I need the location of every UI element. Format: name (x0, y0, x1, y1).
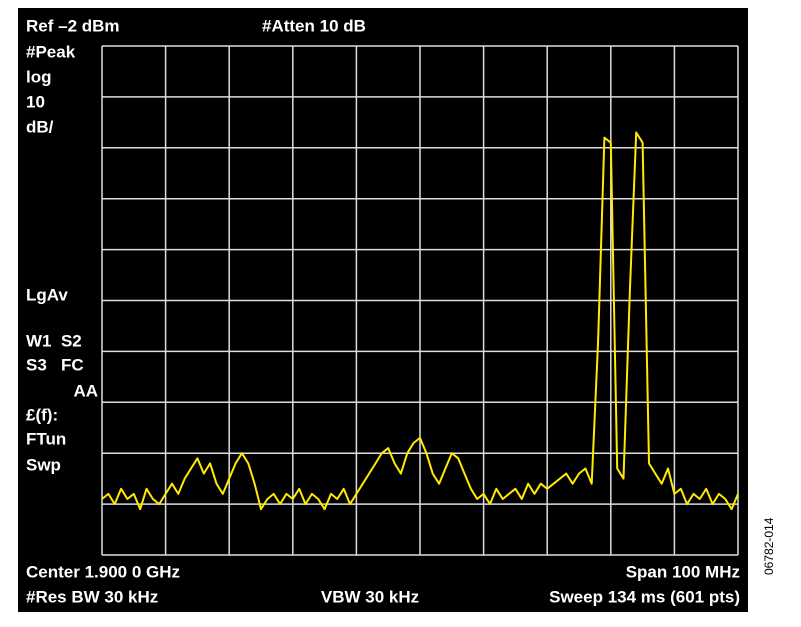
side-label: log (26, 67, 52, 86)
side-label: £(f): (26, 405, 58, 424)
side-label: #Peak (26, 42, 76, 61)
side-label: S3 FC (26, 355, 84, 374)
side-label: AA (73, 381, 98, 400)
vbw-label: VBW 30 kHz (321, 587, 419, 606)
side-label: W1 S2 (26, 331, 82, 350)
sweep-label: Sweep 134 ms (601 pts) (549, 587, 740, 606)
side-label: dB/ (26, 117, 54, 136)
side-label: LgAv (26, 285, 68, 304)
center-label: Center 1.900 0 GHz (26, 562, 180, 581)
side-label: Swp (26, 455, 61, 474)
span-label: Span 100 MHz (626, 562, 740, 581)
side-label: FTun (26, 429, 66, 448)
screen (18, 8, 748, 612)
trace (101, 131, 739, 511)
ref-label: Ref –2 dBm (26, 16, 120, 35)
figure-id: 06782-014 (762, 517, 776, 575)
atten-label: #Atten 10 dB (262, 16, 366, 35)
side-label: 10 (26, 92, 45, 111)
rbw-label: #Res BW 30 kHz (26, 587, 158, 606)
